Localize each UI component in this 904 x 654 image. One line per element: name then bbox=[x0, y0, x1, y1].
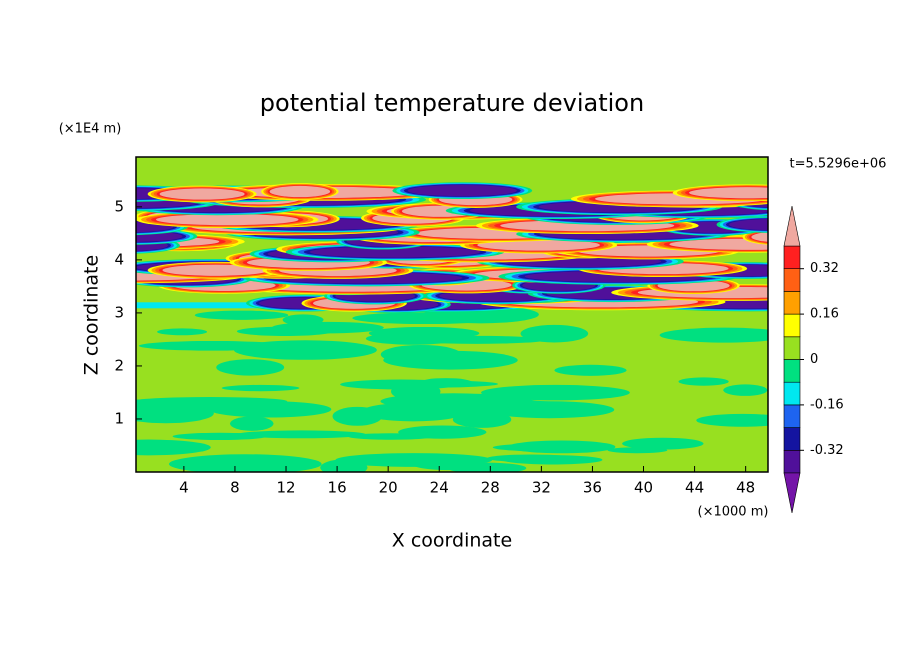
field-blob bbox=[696, 413, 768, 427]
field-blob bbox=[481, 384, 630, 401]
field-blob bbox=[347, 433, 435, 440]
x-tick-label: 40 bbox=[634, 479, 653, 497]
field-blob bbox=[209, 401, 332, 418]
field-blob bbox=[221, 384, 300, 392]
field-blob bbox=[486, 454, 576, 463]
field-blob bbox=[271, 321, 384, 334]
field-blob bbox=[477, 239, 600, 251]
colorbar-tick-label: 0.16 bbox=[810, 307, 839, 322]
y-tick-label: 2 bbox=[114, 356, 124, 374]
field-blob bbox=[215, 462, 266, 470]
colorbar-segment bbox=[783, 336, 801, 360]
plot-frame bbox=[135, 156, 769, 473]
field-blob bbox=[484, 401, 615, 419]
field-blob bbox=[751, 232, 768, 242]
annotation: t=5.5296e+06 bbox=[790, 157, 887, 172]
field-blob bbox=[162, 264, 269, 276]
x-tick-label: 32 bbox=[532, 479, 551, 497]
x-axis-label: X coordinate bbox=[392, 530, 512, 552]
x-tick-label: 20 bbox=[379, 479, 398, 497]
field-blob bbox=[229, 416, 274, 431]
y-tick-label: 4 bbox=[114, 250, 124, 268]
field-blob bbox=[622, 437, 704, 450]
colorbar-segment bbox=[783, 449, 801, 474]
x-tick-label: 4 bbox=[179, 479, 189, 497]
field-blob bbox=[350, 380, 499, 388]
field-blob bbox=[335, 453, 493, 467]
colorbar-segment bbox=[783, 268, 801, 292]
colorbar-tick-label: 0 bbox=[810, 352, 818, 367]
colorbar-segment bbox=[783, 291, 801, 315]
y-unit: (×1E4 m) bbox=[59, 122, 122, 137]
field-blob bbox=[138, 340, 287, 351]
field-blob bbox=[309, 246, 481, 258]
field-blob bbox=[723, 384, 768, 396]
x-tick-label: 28 bbox=[481, 479, 500, 497]
colorbar-segment bbox=[783, 427, 801, 451]
x-tick-label: 8 bbox=[230, 479, 240, 497]
field-blob bbox=[380, 393, 527, 410]
colorbar-tick-label: -0.32 bbox=[810, 443, 844, 458]
x-tick-label: 44 bbox=[685, 479, 704, 497]
field-blob bbox=[669, 238, 768, 250]
field-blob bbox=[194, 310, 289, 320]
y-axis-label: Z coordinate bbox=[81, 255, 103, 375]
y-tick-label: 1 bbox=[114, 409, 124, 427]
field-blob bbox=[159, 188, 245, 200]
field-blob bbox=[383, 350, 518, 370]
field-blob bbox=[320, 459, 368, 472]
field-blob bbox=[236, 430, 366, 439]
field-blob bbox=[405, 335, 547, 344]
y-tick-label: 5 bbox=[114, 197, 124, 215]
field-blob bbox=[659, 327, 768, 343]
colorbar-segment bbox=[783, 359, 801, 383]
colorbar-tick-label: 0.32 bbox=[810, 261, 839, 276]
field-blob bbox=[136, 403, 214, 424]
x-tick-label: 24 bbox=[430, 479, 449, 497]
field-blob bbox=[554, 364, 627, 376]
colorbar-segment bbox=[783, 404, 801, 428]
field-blob bbox=[155, 214, 299, 226]
contour-field bbox=[136, 157, 768, 472]
field-blob bbox=[136, 439, 211, 456]
field-blob bbox=[689, 187, 768, 199]
colorbar-extension bbox=[783, 205, 801, 247]
field-blob bbox=[269, 185, 331, 198]
colorbar-tick-label: -0.16 bbox=[810, 397, 844, 412]
x-unit: (×1000 m) bbox=[698, 505, 769, 520]
field-blob bbox=[678, 377, 729, 386]
x-tick-label: 12 bbox=[276, 479, 295, 497]
field-blob bbox=[216, 359, 285, 376]
field-blob bbox=[157, 328, 208, 336]
x-tick-label: 16 bbox=[328, 479, 347, 497]
y-tick-label: 3 bbox=[114, 303, 124, 321]
colorbar-segment bbox=[783, 245, 801, 270]
x-tick-label: 36 bbox=[583, 479, 602, 497]
field-blob bbox=[729, 219, 768, 231]
colorbar-segment bbox=[783, 313, 801, 338]
colorbar-segment bbox=[783, 381, 801, 406]
colorbar-extension bbox=[783, 472, 801, 514]
field-blob bbox=[492, 443, 615, 452]
field-blob bbox=[407, 185, 517, 197]
x-tick-label: 48 bbox=[736, 479, 755, 497]
chart-title: potential temperature deviation bbox=[260, 89, 644, 117]
